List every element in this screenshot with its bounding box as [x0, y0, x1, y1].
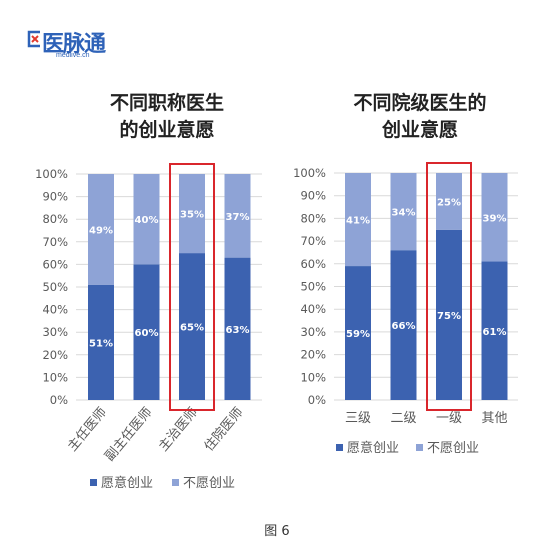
chart-2-legend-swatch [336, 444, 343, 451]
chart-2-ytick-label: 10% [300, 370, 326, 384]
logo-text: 医脉通 [42, 32, 106, 57]
chart-2-title: 不同院级医生的 创业意愿 [305, 90, 535, 144]
chart-2-bar-willing [345, 266, 371, 400]
chart-2-data-label: 75% [437, 311, 461, 322]
chart-1-xtick-label: 住院医师 [202, 405, 247, 454]
chart-1-ytick-label: 100% [35, 167, 68, 181]
chart-1-ytick-label: 30% [42, 325, 68, 339]
chart-2-bar-unwilling [481, 173, 508, 262]
chart-2-data-label: 59% [346, 329, 370, 340]
chart-1-bar-unwilling [133, 174, 160, 265]
chart-1-data-label: 37% [226, 212, 250, 223]
chart-2-xtick-label: 一级 [436, 411, 462, 426]
chart-2-ytick-label: 100% [293, 166, 326, 180]
chart-1-bar-unwilling [88, 174, 114, 285]
chart-1-data-label: 49% [89, 225, 113, 236]
chart-2-title-line-1: 不同院级医生的 [353, 92, 487, 114]
chart-1-data-label: 63% [226, 325, 250, 336]
chart-1-ytick-label: 0% [50, 393, 68, 407]
chart-2-bar-willing [436, 229, 462, 400]
chart-1-ytick-label: 90% [42, 190, 68, 204]
chart-2-ytick-label: 70% [300, 234, 326, 248]
chart-2-legend-swatch [416, 444, 423, 451]
chart-1-legend-swatch [90, 479, 97, 486]
chart-1-data-label: 35% [180, 210, 204, 221]
chart-1-xtick-label: 主任医师 [65, 405, 110, 454]
chart-1-ytick-label: 80% [42, 212, 68, 226]
chart-1-xtick-label: 主治医师 [156, 405, 201, 454]
chart-2-data-label: 41% [346, 216, 370, 227]
chart-2-bar-willing [481, 261, 508, 400]
chart-2-ytick-label: 80% [300, 211, 326, 225]
chart-2-bar-willing [390, 250, 417, 400]
chart-1-title: 不同职称医生 的创业意愿 [52, 90, 282, 144]
chart-2-ytick-label: 20% [300, 348, 326, 362]
chart-2-ytick-label: 30% [300, 325, 326, 339]
chart-1-legend-label: 不愿创业 [183, 476, 235, 491]
chart-1-highlight-box [169, 163, 215, 411]
chart-2-legend-label: 愿意创业 [347, 440, 399, 456]
chart-1-ytick-label: 40% [42, 303, 68, 317]
chart-1-bar-unwilling [224, 174, 251, 258]
chart-1-ytick-label: 10% [42, 370, 68, 384]
chart-1-ytick-label: 70% [42, 235, 68, 249]
chart-2-data-label: 34% [392, 208, 416, 219]
chart-2-data-label: 39% [483, 213, 507, 224]
chart-2-legend-label: 不愿创业 [427, 441, 479, 456]
chart-2-ytick-label: 60% [300, 257, 326, 271]
chart-2-ytick-label: 90% [300, 189, 326, 203]
medlive-logo: 医脉通 medlive.cn [26, 26, 106, 64]
chart-1-ytick-label: 50% [42, 280, 68, 294]
chart-1-ytick-label: 60% [42, 257, 68, 271]
chart-1-legend-swatch [172, 479, 179, 486]
chart-1-ytick-label: 20% [42, 348, 68, 362]
chart-2-xtick-label: 三级 [345, 411, 371, 426]
chart-1-legend-label: 愿意创业 [101, 475, 153, 491]
logo-subtext: medlive.cn [56, 52, 90, 59]
chart-2-bar-unwilling [390, 173, 417, 251]
chart-1-title-line-1: 不同职称医生 [109, 92, 224, 114]
chart-2-bar-unwilling [436, 173, 462, 230]
chart-1-bar-willing [88, 284, 114, 400]
chart-1-data-label: 51% [89, 338, 113, 349]
chart-2-data-label: 61% [483, 327, 507, 338]
chart-2-title-line-2: 创业意愿 [381, 119, 458, 141]
chart-2-ytick-label: 40% [300, 302, 326, 316]
chart-1-bar-willing [224, 257, 251, 400]
chart-1-bar-willing [179, 253, 205, 400]
chart-2-ytick-label: 50% [300, 280, 326, 294]
chart-2-ytick-label: 0% [308, 393, 326, 407]
chart-2-highlight-box [426, 162, 472, 411]
chart-1-title-line-2: 的创业意愿 [119, 119, 215, 141]
chart-2-data-label: 66% [392, 321, 416, 332]
chart-1-data-label: 60% [135, 328, 159, 339]
chart-2-xtick-label: 二级 [390, 411, 416, 426]
chart-1-xtick-label: 副主任医师 [102, 405, 155, 464]
logo-mark-icon [27, 30, 40, 48]
chart-1-bar-unwilling [179, 174, 205, 254]
chart-1-bar-willing [133, 264, 160, 400]
chart-2-xtick-label: 其他 [481, 411, 507, 426]
chart-2-bar-unwilling [345, 173, 371, 267]
chart-1-data-label: 65% [180, 323, 204, 334]
chart-2-data-label: 25% [437, 197, 461, 208]
figure-label: 图 6 [264, 524, 290, 539]
chart-1-data-label: 40% [135, 215, 159, 226]
